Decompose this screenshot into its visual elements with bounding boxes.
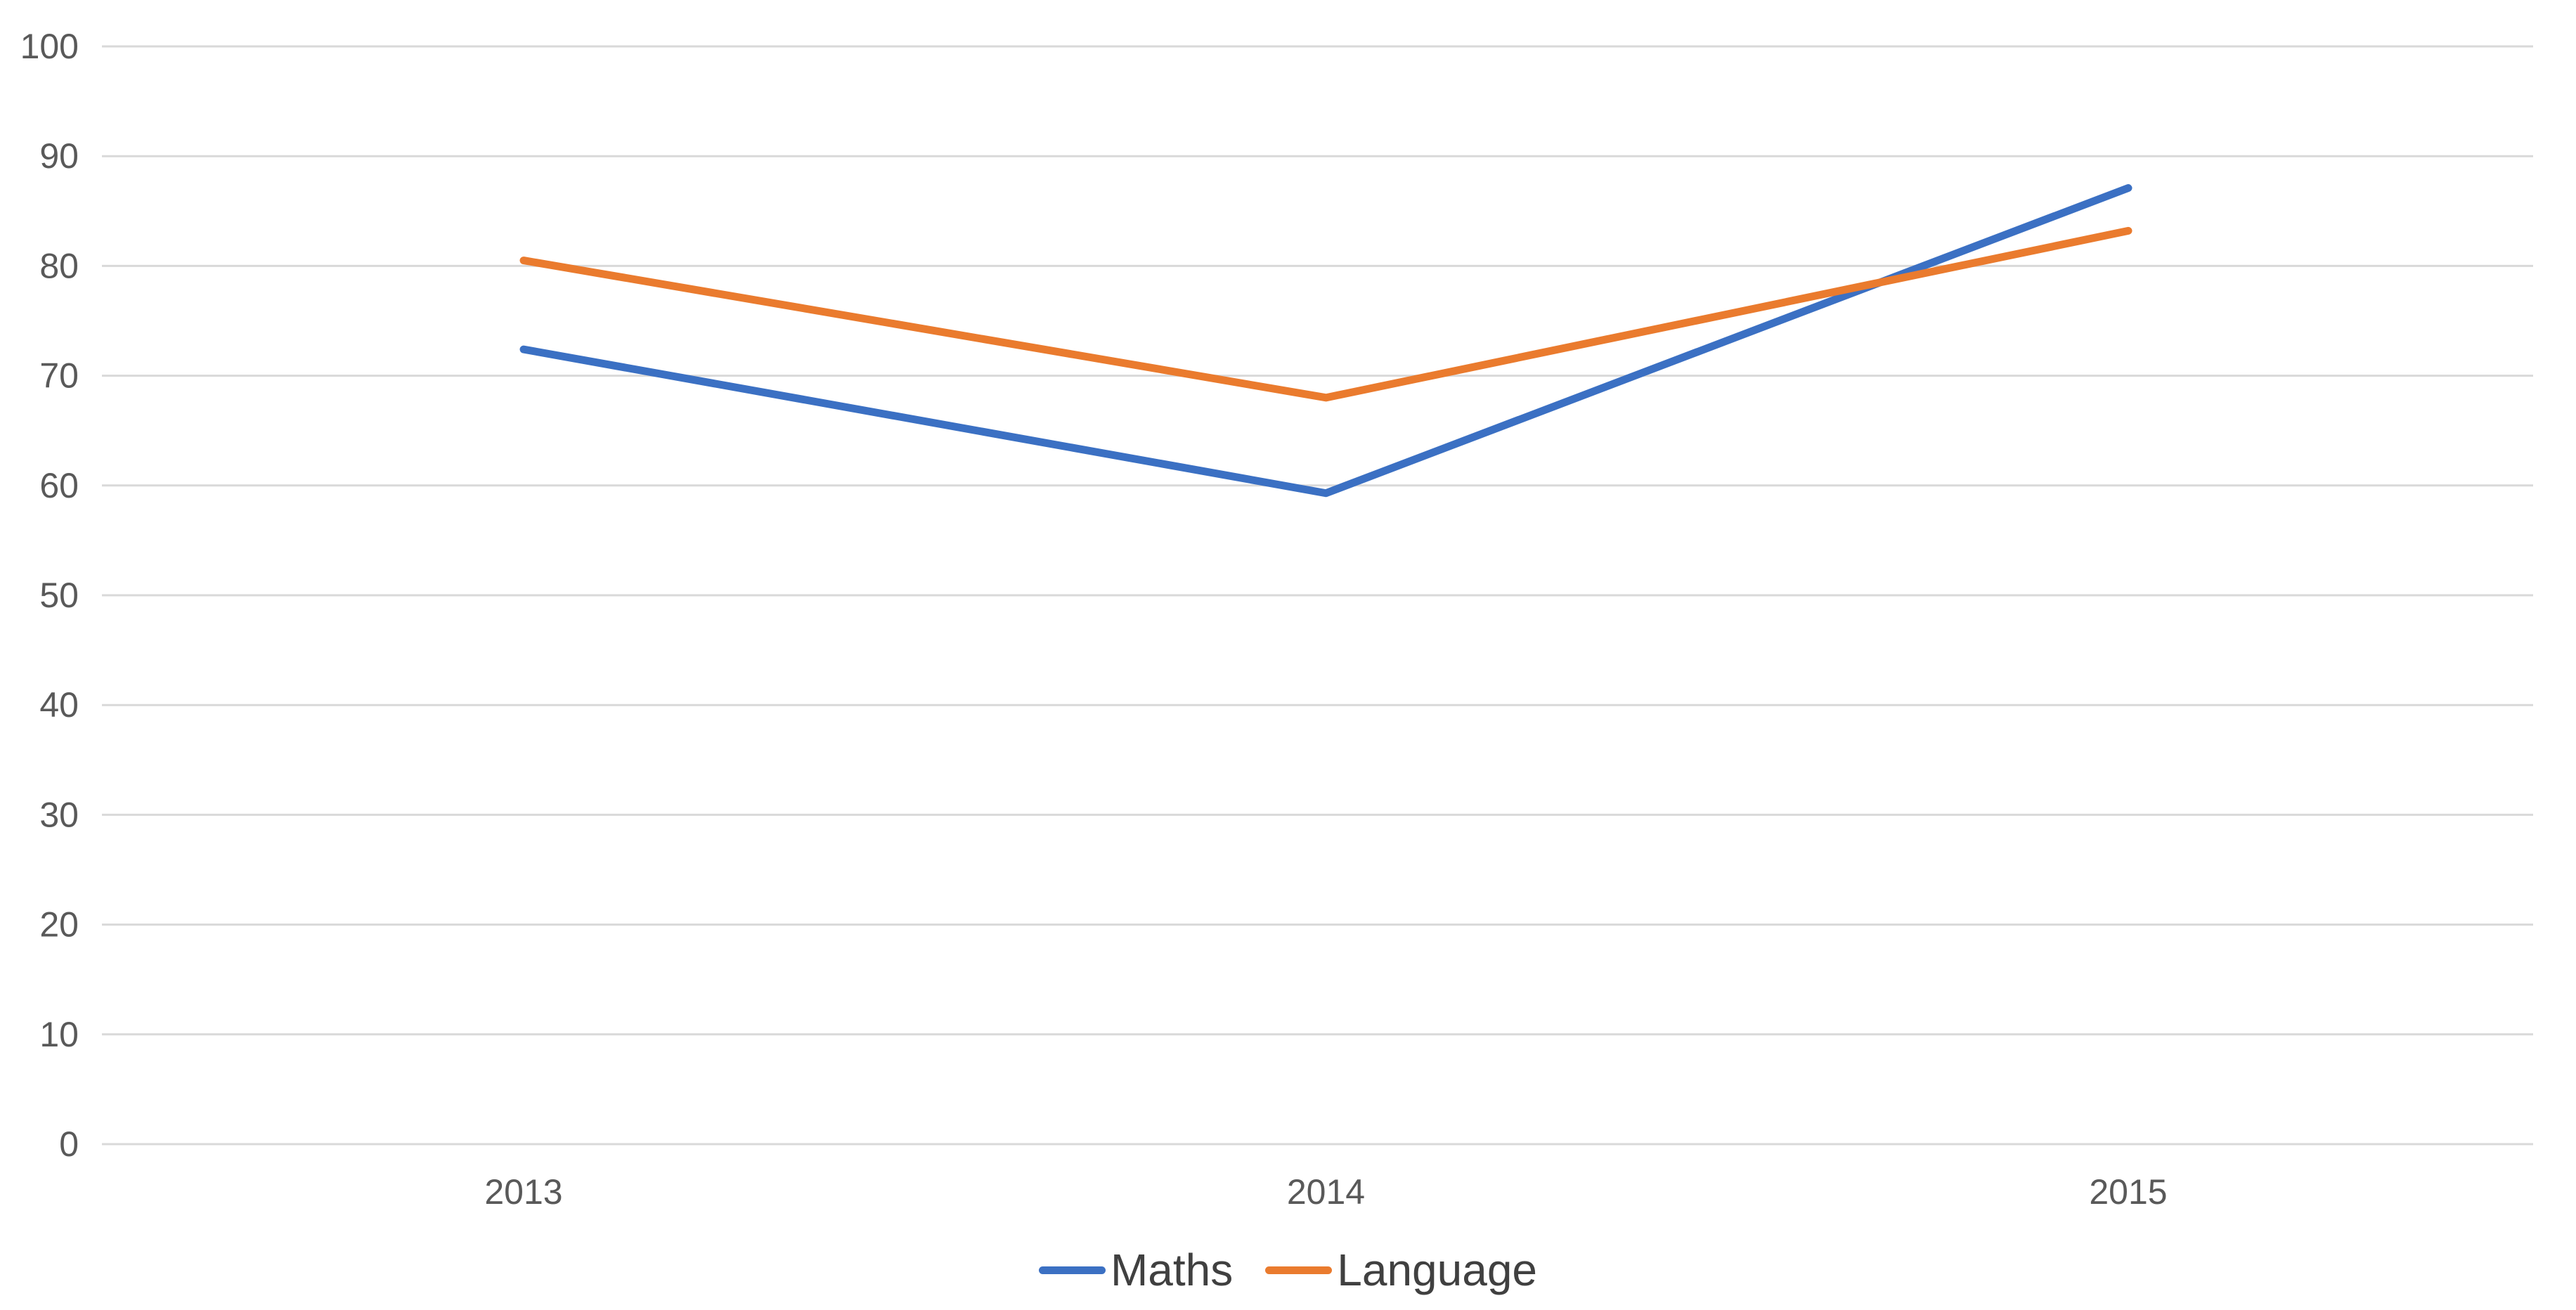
maths-line-swatch-icon <box>1038 1266 1106 1274</box>
y-axis-tick-label: 40 <box>39 685 79 725</box>
legend: Maths Language <box>0 1238 2576 1302</box>
x-axis-label-2014: 2014 <box>1287 1172 1365 1212</box>
language-legend-label: Language <box>1337 1245 1538 1295</box>
y-axis-tick-label: 100 <box>20 27 79 66</box>
y-axis-tick-label: 0 <box>59 1124 79 1164</box>
y-axis-tick-label: 60 <box>39 466 79 505</box>
legend-item-maths: Maths <box>1038 1245 1234 1295</box>
y-axis-tick-label: 80 <box>39 246 79 285</box>
y-axis-tick-label: 90 <box>39 136 79 176</box>
language-line <box>519 226 2132 402</box>
legend-item-language: Language <box>1265 1247 1537 1292</box>
maths-legend-label: Maths <box>1110 1245 1234 1295</box>
y-axis-tick-label: 10 <box>39 1015 79 1054</box>
y-axis-tick-label: 20 <box>39 905 79 945</box>
y-axis-tick-label: 70 <box>39 356 79 396</box>
x-axis-label-2015: 2015 <box>2089 1172 2167 1212</box>
y-axis-tick-label: 50 <box>39 576 79 615</box>
maths-line <box>519 183 2132 498</box>
y-axis-tick-label: 30 <box>39 795 79 834</box>
x-axis-label-2013: 2013 <box>484 1172 562 1212</box>
language-line-swatch-icon <box>1265 1266 1333 1274</box>
